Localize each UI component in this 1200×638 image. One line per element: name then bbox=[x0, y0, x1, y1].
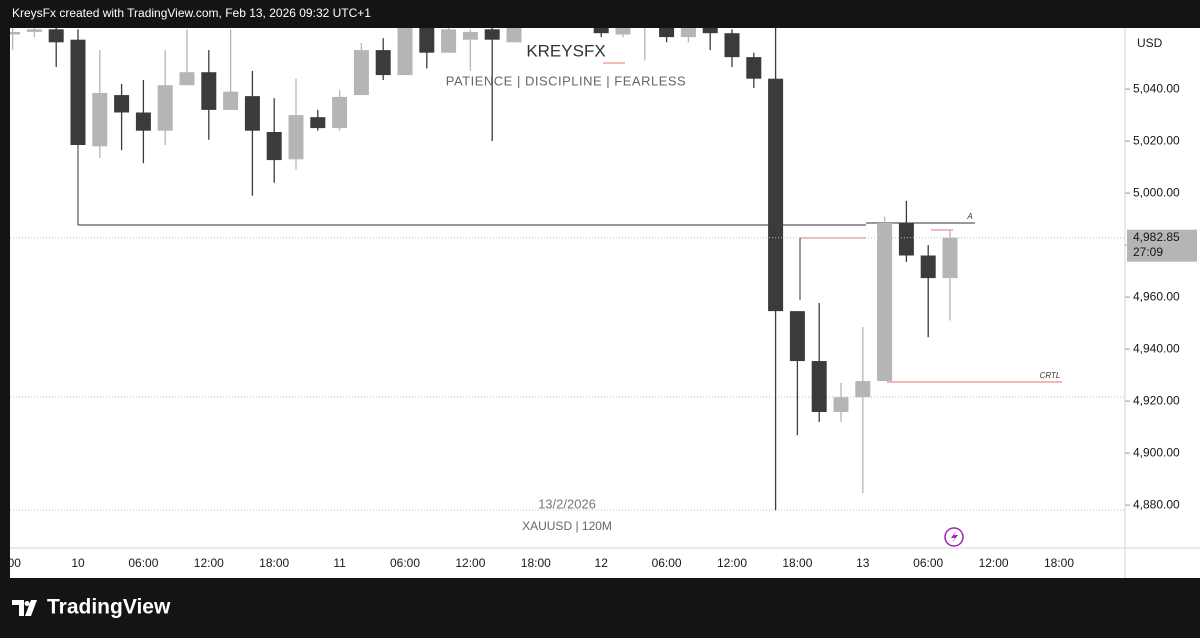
y-tick-label: 5,020.00 bbox=[1133, 133, 1180, 147]
candle-body bbox=[223, 91, 239, 110]
plot-area bbox=[10, 28, 1125, 511]
candle-body bbox=[898, 223, 914, 256]
watermark-title: KREYSFX bbox=[526, 41, 605, 60]
candle-body bbox=[593, 28, 609, 34]
x-tick-label: 06:00 bbox=[390, 556, 420, 570]
x-tick-label: 06:00 bbox=[128, 556, 158, 570]
currency-label: USD bbox=[1137, 36, 1163, 50]
candle-body bbox=[375, 50, 391, 76]
candle-body bbox=[114, 95, 130, 113]
countdown-label: 27:09 bbox=[1133, 245, 1163, 259]
candle-body bbox=[462, 31, 478, 40]
x-tick-label: 18:00 bbox=[782, 556, 812, 570]
candle-body bbox=[768, 78, 784, 312]
x-tick-label: 18:00 bbox=[1044, 556, 1074, 570]
candle-body bbox=[920, 255, 936, 279]
y-tick-label: 5,000.00 bbox=[1133, 185, 1180, 199]
x-tick-label: 12:00 bbox=[979, 556, 1009, 570]
x-tick-label: 06:00 bbox=[652, 556, 682, 570]
candle-body bbox=[48, 29, 64, 43]
candle-body bbox=[244, 96, 260, 131]
candle-body bbox=[157, 85, 173, 131]
annotation: A bbox=[966, 212, 972, 221]
chart-background bbox=[10, 28, 1200, 578]
candle-body bbox=[70, 39, 86, 146]
y-tick-label: 5,040.00 bbox=[1133, 81, 1180, 95]
x-tick-label: 12:00 bbox=[455, 556, 485, 570]
candle-body bbox=[10, 31, 21, 35]
candle-body bbox=[877, 223, 893, 382]
last-price-label: 4,982.85 bbox=[1133, 230, 1180, 244]
candle-body bbox=[26, 29, 42, 32]
candle-body bbox=[441, 29, 457, 53]
candle-body bbox=[310, 117, 326, 129]
candle-body bbox=[484, 29, 500, 40]
candle-body bbox=[680, 28, 696, 38]
candle-body bbox=[811, 361, 827, 413]
y-tick-label: 4,960.00 bbox=[1133, 289, 1180, 303]
y-tick-label: 4,920.00 bbox=[1133, 393, 1180, 407]
watermark-symbol: XAUUSD | 120M bbox=[522, 519, 612, 533]
candle-body bbox=[288, 115, 304, 160]
x-tick-label: 18:00 bbox=[259, 556, 289, 570]
x-tick-label: 13 bbox=[856, 556, 870, 570]
y-tick-label: 4,900.00 bbox=[1133, 445, 1180, 459]
candle-body bbox=[615, 28, 631, 35]
candle-body bbox=[789, 311, 805, 362]
x-tick-label: 12:00 bbox=[194, 556, 224, 570]
candle-body bbox=[353, 50, 369, 96]
x-tick-label: 10 bbox=[71, 556, 85, 570]
y-tick-label: 4,880.00 bbox=[1133, 497, 1180, 511]
candle-body bbox=[266, 132, 282, 161]
last-price-box bbox=[1127, 229, 1197, 262]
candle-body bbox=[506, 28, 522, 43]
x-tick-label: 12 bbox=[595, 556, 609, 570]
watermark-date: 13/2/2026 bbox=[538, 496, 596, 511]
alert-icon[interactable] bbox=[944, 527, 964, 547]
x-tick-label: 18:00 bbox=[521, 556, 551, 570]
candle-body bbox=[92, 93, 108, 147]
x-tick-label: 06:00 bbox=[913, 556, 943, 570]
candle-body bbox=[746, 57, 762, 79]
candle-body bbox=[332, 96, 348, 129]
annotation: CRTL bbox=[1040, 371, 1061, 380]
brand-logo[interactable]: TradingView bbox=[12, 596, 171, 619]
candle-body bbox=[201, 72, 217, 110]
candle-body bbox=[397, 28, 413, 76]
x-tick-label: :00 bbox=[4, 556, 21, 570]
watermark-subtitle: PATIENCE | DISCIPLINE | FEARLESS bbox=[446, 73, 686, 88]
candle-body bbox=[179, 72, 195, 86]
x-tick-label: 11 bbox=[333, 556, 346, 570]
candle-body bbox=[135, 112, 151, 131]
candle-body bbox=[833, 397, 849, 413]
candle-body bbox=[702, 28, 718, 34]
candle-body bbox=[659, 28, 675, 38]
candle-body bbox=[419, 28, 435, 53]
candle-body bbox=[724, 33, 740, 58]
brand-name: TradingView bbox=[47, 596, 171, 619]
candle-body bbox=[942, 237, 958, 279]
header-text: KreysFx created with TradingView.com, Fe… bbox=[12, 6, 371, 20]
candle-body bbox=[855, 381, 871, 398]
x-tick-label: 12:00 bbox=[717, 556, 747, 570]
y-tick-label: 4,940.00 bbox=[1133, 341, 1180, 355]
